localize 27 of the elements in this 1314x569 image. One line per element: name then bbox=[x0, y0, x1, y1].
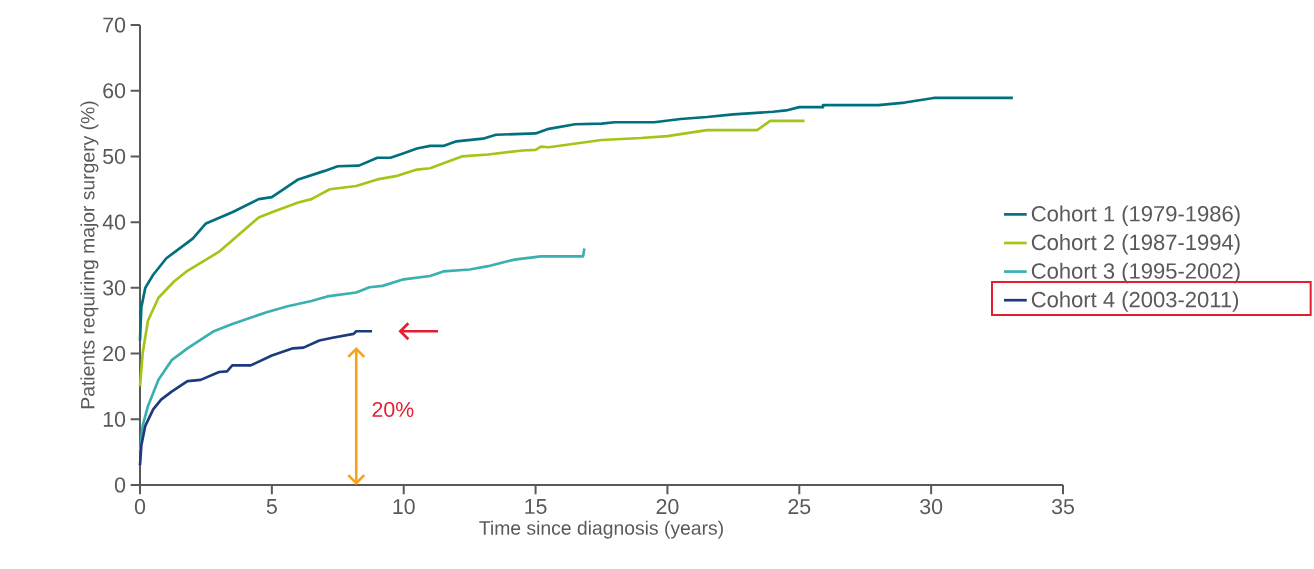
legend-label: Cohort 2 (1987-1994) bbox=[1031, 234, 1240, 255]
x-tick-label: 0 bbox=[134, 499, 146, 515]
x-tick-label: 20 bbox=[656, 499, 679, 515]
y-tick-label: 20 bbox=[103, 346, 126, 362]
annotation: 20% bbox=[372, 401, 414, 417]
x-tick-label: 30 bbox=[920, 499, 943, 515]
x-tick-label: 25 bbox=[788, 499, 811, 515]
y-tick-label: 70 bbox=[103, 17, 126, 33]
x-tick-label: 10 bbox=[393, 499, 415, 515]
y-tick-label: 0 bbox=[114, 477, 126, 493]
legend-label: Cohort 3 (1995-2002) bbox=[1031, 262, 1240, 284]
y-tick-label: 60 bbox=[103, 83, 126, 99]
y-axis-title: Patients requiring major surgery (%) bbox=[80, 101, 99, 409]
legend-label: Cohort 1 (1979-1986) bbox=[1031, 205, 1240, 226]
line-series bbox=[138, 119, 806, 388]
x-axis-title: Time since diagnosis (years) bbox=[479, 520, 723, 539]
y-tick-label: 30 bbox=[103, 280, 126, 296]
x-tick-label: 15 bbox=[525, 499, 547, 514]
line-series bbox=[138, 329, 374, 467]
line-series bbox=[138, 247, 586, 454]
y-tick-label: 40 bbox=[102, 214, 126, 230]
x-tick-label: 5 bbox=[266, 499, 277, 514]
line-series bbox=[138, 96, 1015, 342]
x-tick-label: 35 bbox=[1051, 499, 1074, 515]
y-tick-label: 50 bbox=[103, 148, 126, 164]
legend-label: Cohort 4 (2003-2011) bbox=[1031, 291, 1239, 312]
y-tick-label: 10 bbox=[103, 411, 126, 427]
